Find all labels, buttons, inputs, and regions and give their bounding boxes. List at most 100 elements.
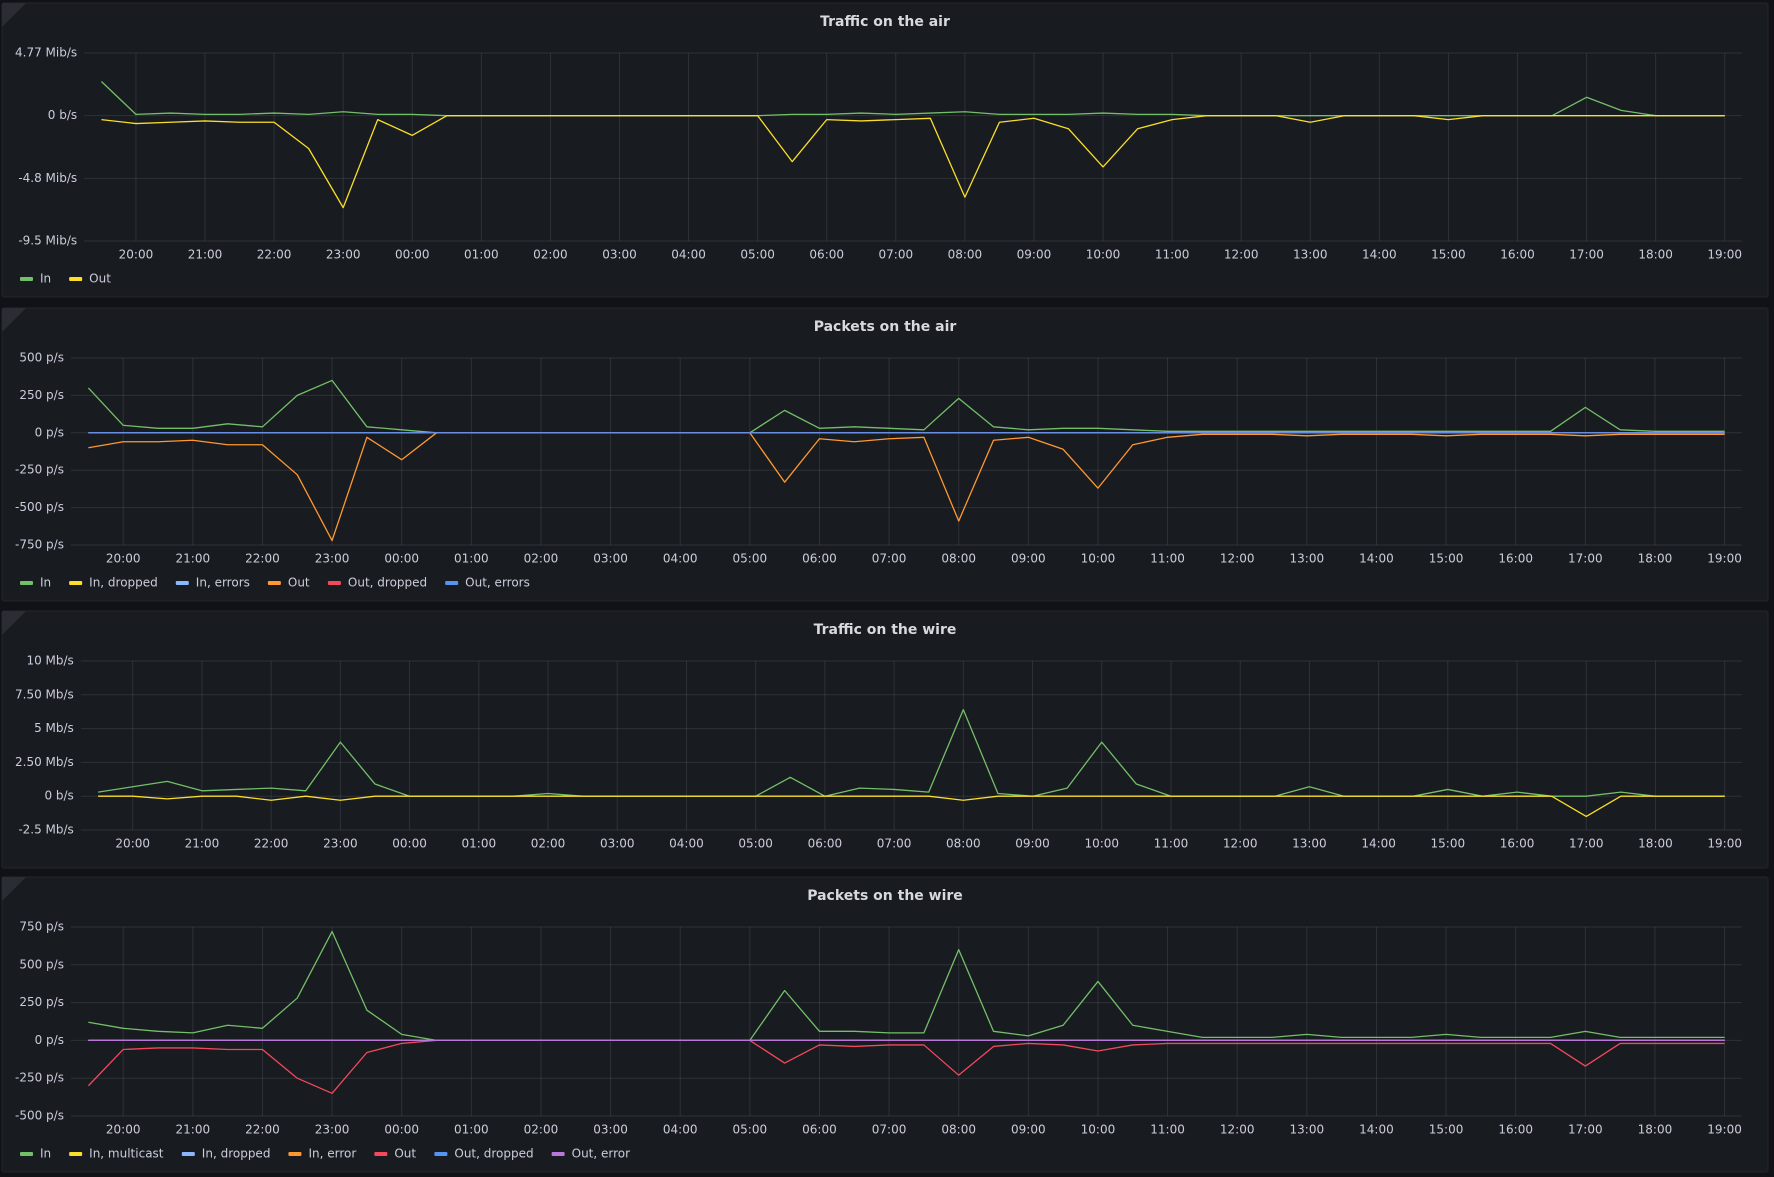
- legend-label[interactable]: Out, dropped: [454, 1147, 533, 1161]
- legend-swatch[interactable]: [267, 581, 281, 585]
- legend-swatch[interactable]: [20, 1152, 33, 1156]
- legend-swatch[interactable]: [69, 1152, 83, 1156]
- x-tick-label: 14:00: [1359, 552, 1394, 566]
- x-tick-label: 15:00: [1429, 552, 1464, 566]
- x-tick-label: 01:00: [454, 1123, 489, 1137]
- x-tick-label: 07:00: [872, 1123, 907, 1137]
- x-tick-label: 03:00: [593, 1123, 628, 1137]
- legend-label[interactable]: Out, dropped: [348, 576, 427, 590]
- x-tick-label: 20:00: [115, 837, 150, 851]
- legend-swatch[interactable]: [20, 277, 33, 281]
- x-tick-label: 09:00: [1011, 1123, 1046, 1137]
- y-tick-label: -250 p/s: [15, 1071, 64, 1085]
- legend-swatch[interactable]: [20, 581, 33, 585]
- legend-label[interactable]: In, errors: [196, 576, 250, 590]
- legend-label[interactable]: Out: [394, 1147, 416, 1161]
- legend-swatch[interactable]: [374, 1152, 388, 1156]
- legend-label[interactable]: Out: [89, 272, 111, 286]
- x-tick-label: 22:00: [254, 837, 289, 851]
- y-tick-label: 500 p/s: [19, 957, 64, 971]
- x-tick-label: 08:00: [946, 837, 981, 851]
- y-tick-label: 750 p/s: [19, 920, 64, 934]
- x-tick-label: 01:00: [462, 837, 497, 851]
- x-tick-label: 12:00: [1223, 837, 1258, 851]
- y-tick-label: 0 p/s: [35, 425, 64, 439]
- y-tick-label: 2.50 Mb/s: [15, 755, 74, 769]
- x-tick-label: 15:00: [1429, 1123, 1464, 1137]
- x-tick-label: 12:00: [1220, 1123, 1255, 1137]
- y-tick-label: 0 b/s: [48, 108, 77, 122]
- x-tick-label: 12:00: [1220, 552, 1255, 566]
- x-tick-label: 03:00: [600, 837, 635, 851]
- legend-label[interactable]: In: [40, 576, 51, 590]
- x-tick-label: 11:00: [1155, 248, 1190, 262]
- series-line: [100, 81, 1725, 117]
- info-corner[interactable]: [2, 308, 26, 332]
- series-line: [88, 930, 1725, 1042]
- legend-label[interactable]: In: [40, 272, 51, 286]
- legend-swatch[interactable]: [69, 277, 83, 281]
- info-corner[interactable]: [2, 611, 26, 635]
- legend-swatch[interactable]: [445, 581, 459, 585]
- y-tick-label: 250 p/s: [19, 388, 64, 402]
- x-tick-label: 09:00: [1017, 248, 1052, 262]
- x-tick-label: 02:00: [524, 1123, 559, 1137]
- legend-label[interactable]: In, multicast: [89, 1147, 164, 1161]
- legend-swatch[interactable]: [288, 1152, 302, 1156]
- legend-label[interactable]: Out, error: [572, 1147, 631, 1161]
- x-tick-label: 16:00: [1500, 248, 1535, 262]
- x-tick-label: 03:00: [602, 248, 637, 262]
- x-tick-label: 02:00: [524, 552, 559, 566]
- legend-label[interactable]: In, dropped: [202, 1147, 271, 1161]
- panel: [1, 610, 1769, 869]
- legend-swatch[interactable]: [327, 581, 341, 585]
- series-line: [101, 115, 1725, 209]
- x-tick-label: 21:00: [185, 837, 220, 851]
- x-tick-label: 04:00: [669, 837, 704, 851]
- y-tick-label: -750 p/s: [15, 538, 64, 552]
- info-corner[interactable]: [2, 3, 26, 27]
- panel: [1, 876, 1769, 1173]
- y-tick-label: -4.8 Mib/s: [18, 171, 77, 185]
- legend-label[interactable]: Out: [288, 576, 310, 590]
- x-tick-label: 23:00: [315, 1123, 350, 1137]
- y-tick-label: 10 Mb/s: [26, 654, 73, 668]
- x-tick-label: 13:00: [1290, 1123, 1325, 1137]
- x-tick-label: 06:00: [802, 1123, 837, 1137]
- x-tick-label: 18:00: [1638, 248, 1673, 262]
- x-tick-label: 10:00: [1086, 248, 1121, 262]
- legend-swatch[interactable]: [175, 581, 189, 585]
- x-tick-label: 17:00: [1569, 837, 1604, 851]
- x-tick-label: 00:00: [395, 248, 430, 262]
- panel-title: Packets on the air: [814, 319, 957, 335]
- x-tick-label: 16:00: [1498, 552, 1533, 566]
- x-tick-label: 13:00: [1292, 837, 1327, 851]
- x-tick-label: 19:00: [1707, 248, 1742, 262]
- x-tick-label: 07:00: [877, 837, 912, 851]
- legend-swatch[interactable]: [69, 581, 83, 585]
- series-line: [87, 1039, 1725, 1094]
- legend-swatch[interactable]: [181, 1152, 195, 1156]
- x-tick-label: 08:00: [941, 1123, 976, 1137]
- x-tick-label: 06:00: [809, 248, 844, 262]
- info-corner[interactable]: [2, 877, 26, 901]
- y-tick-label: 5 Mb/s: [34, 721, 74, 735]
- legend-swatch[interactable]: [551, 1152, 565, 1156]
- x-tick-label: 11:00: [1154, 837, 1189, 851]
- x-tick-label: 09:00: [1011, 552, 1046, 566]
- x-tick-label: 11:00: [1150, 552, 1185, 566]
- x-tick-label: 18:00: [1638, 552, 1673, 566]
- y-tick-label: -9.5 Mib/s: [18, 234, 77, 248]
- legend-label[interactable]: In: [40, 1147, 51, 1161]
- legend-label[interactable]: In, error: [308, 1147, 356, 1161]
- x-tick-label: 05:00: [733, 552, 768, 566]
- legend-label[interactable]: In, dropped: [89, 576, 158, 590]
- x-tick-label: 23:00: [315, 552, 350, 566]
- panel: [1, 2, 1769, 298]
- x-tick-label: 06:00: [808, 837, 843, 851]
- x-tick-label: 00:00: [392, 837, 427, 851]
- legend-swatch[interactable]: [434, 1152, 448, 1156]
- x-tick-label: 02:00: [531, 837, 566, 851]
- legend-label[interactable]: Out, errors: [465, 576, 530, 590]
- x-tick-label: 10:00: [1081, 1123, 1116, 1137]
